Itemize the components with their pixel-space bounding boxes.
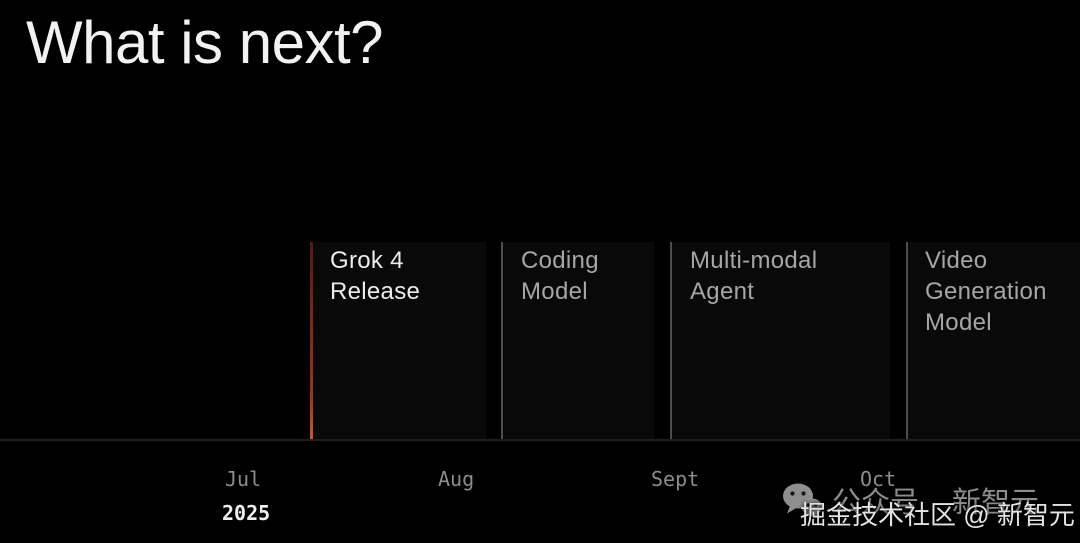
timeline-column-bg [502,242,654,439]
milestone-label: Coding Model [521,245,599,307]
milestone-label-line: Grok 4 [330,247,404,274]
milestone-marker-line [670,242,672,439]
axis-month-aug: Aug [438,467,475,491]
timeline-column-bg [671,242,890,439]
milestone-label-line: Generation [925,278,1047,305]
milestone-label: Video Generation Model [925,245,1047,338]
milestone-label-line: Multi-modal [690,247,818,274]
milestone-label: Multi-modal Agent [690,245,817,307]
watermark-account-name: 新智元 [952,487,1040,519]
milestone-label-line: Model [521,278,588,305]
watermark-account-type: 公众号 [832,487,920,519]
milestone-label-line: Release [330,278,421,305]
watermark-gray-text: 公众号 新智元 [832,479,1039,521]
milestone-label-line: Agent [690,278,755,305]
timeline-column-bg [907,242,1080,439]
timeline-axis-line [0,439,1080,441]
watermark-white-text: 掘金技术社区 @ 新智元 [800,500,1075,530]
axis-month-sept: Sept [651,467,700,491]
page-title: What is next? [26,9,384,76]
milestone-label-line: Model [925,309,992,336]
axis-year: 2025 [222,501,271,525]
milestone-marker-accent [310,242,313,439]
milestone-label: Grok 4 Release [330,245,420,307]
axis-month-oct: Oct [860,467,897,491]
axis-month-jul: Jul [225,467,262,491]
timeline-column-bg [311,242,486,439]
milestone-marker-line [501,242,503,439]
milestone-label-line: Coding [521,247,599,274]
milestone-marker-line [906,242,908,439]
wechat-icon [783,483,822,519]
milestone-label-line: Video [925,247,988,274]
